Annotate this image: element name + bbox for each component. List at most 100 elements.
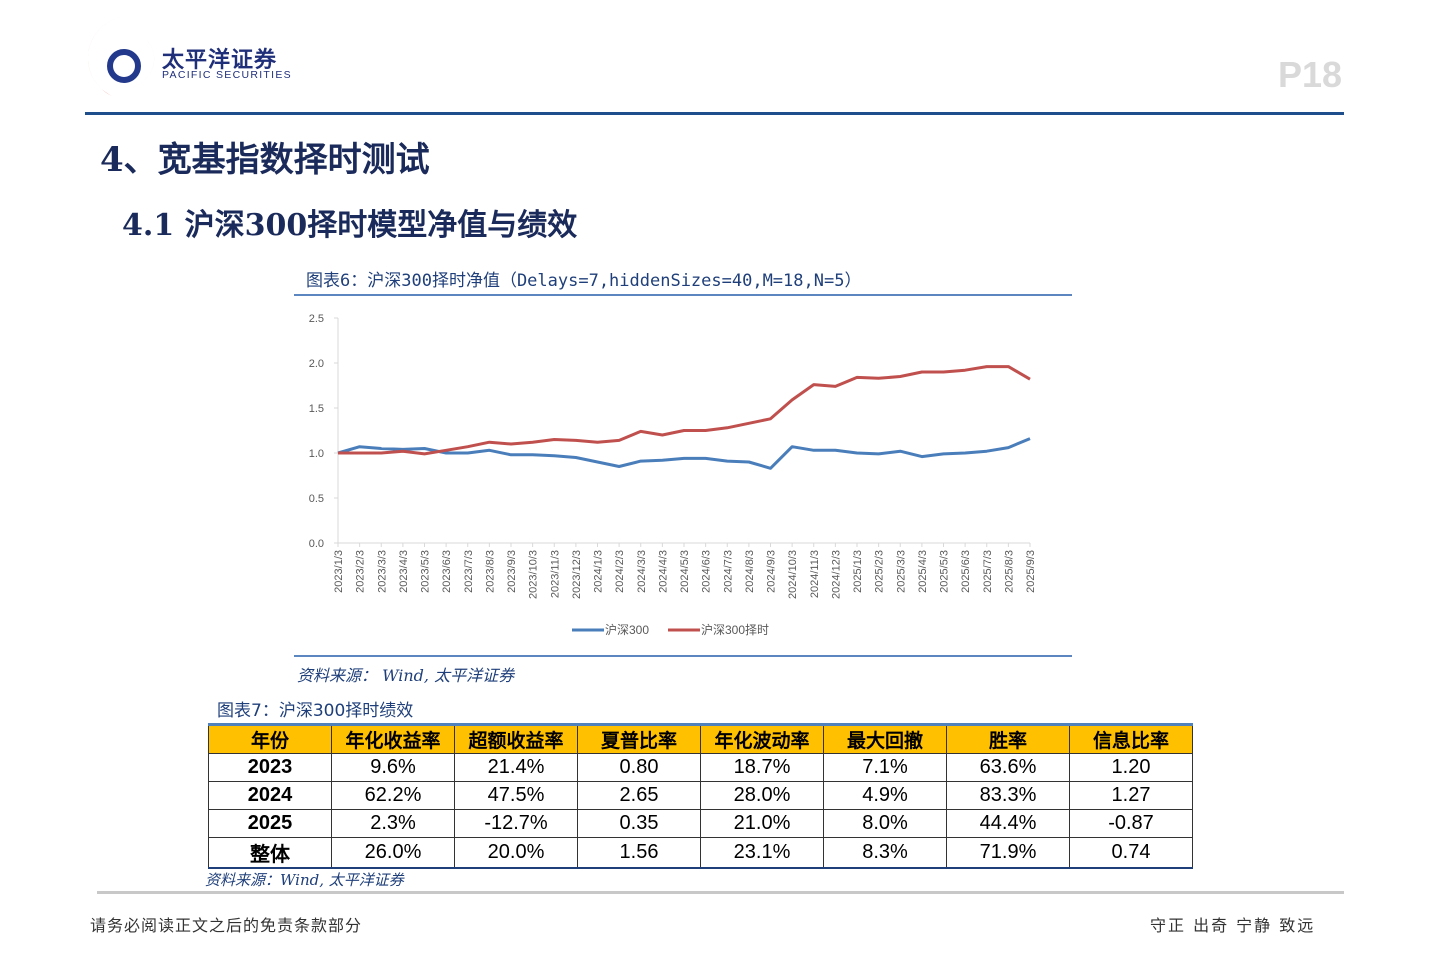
x-tick-label: 2023/6/3 — [441, 550, 453, 593]
figure6-bottom-rule — [294, 655, 1072, 657]
table-cell: 47.5% — [454, 781, 578, 810]
column-header: 最大回撤 — [823, 724, 947, 754]
legend-label: 沪深300择时 — [701, 623, 769, 637]
subsection-title: 4.1 沪深300择时模型净值与绩效 — [122, 208, 578, 243]
y-tick-label: 1.5 — [309, 403, 324, 415]
performance-table: 年份 年化收益率 超额收益率 夏普比率 年化波动率 最大回撤 胜率 信息比率 2023 9.6%… — [208, 723, 1193, 869]
figure7-title: 图表7：沪深300择时绩效 — [217, 701, 414, 721]
x-tick-label: 2023/1/3 — [333, 550, 345, 593]
column-header: 胜率 — [946, 724, 1070, 754]
x-tick-label: 2025/7/3 — [982, 550, 994, 593]
column-header: 年化波动率 — [700, 724, 824, 754]
company-motto: 守正 出奇 宁静 致远 — [1150, 916, 1316, 935]
table-header-row: 年份 年化收益率 超额收益率 夏普比率 年化波动率 最大回撤 胜率 信息比率 — [208, 724, 1193, 754]
page-number: P18 — [1278, 54, 1343, 95]
x-tick-label: 2023/8/3 — [484, 550, 496, 593]
x-tick-label: 2023/7/3 — [463, 550, 475, 593]
x-tick-label: 2023/11/3 — [549, 550, 561, 598]
disclaimer-text: 请务必阅读正文之后的免责条款部分 — [90, 916, 363, 935]
x-tick-label: 2024/7/3 — [722, 550, 734, 593]
column-header: 信息比率 — [1069, 724, 1193, 754]
table-cell: 44.4% — [946, 809, 1070, 838]
column-header: 年份 — [208, 724, 332, 754]
figure7-source: 资料来源：Wind, 太平洋证券 — [205, 871, 404, 889]
logo-text-en: PACIFIC SECURITIES — [162, 69, 292, 81]
table-cell: 21.0% — [700, 809, 824, 838]
x-tick-label: 2025/4/3 — [917, 550, 929, 593]
x-tick-label: 2025/9/3 — [1025, 550, 1037, 593]
x-tick-label: 2024/2/3 — [614, 550, 626, 593]
table-cell: -12.7% — [454, 809, 578, 838]
row-year: 2025 — [208, 809, 332, 838]
header-divider — [85, 112, 1344, 115]
x-tick-label: 2024/3/3 — [636, 550, 648, 593]
y-tick-label: 1.0 — [309, 448, 324, 460]
row-year: 2023 — [208, 753, 332, 782]
footer-divider — [97, 891, 1344, 894]
table-row: 2023 9.6% 21.4% 0.80 18.7% 7.1% 63.6% 1.20 — [208, 753, 1193, 782]
table-cell: 0.80 — [577, 753, 701, 782]
table-cell: 1.20 — [1069, 753, 1193, 782]
x-tick-label: 2024/1/3 — [593, 550, 605, 593]
table-cell: 83.3% — [946, 781, 1070, 810]
table-cell: 20.0% — [454, 837, 578, 869]
x-tick-label: 2023/12/3 — [571, 550, 583, 599]
table-cell: 71.9% — [946, 837, 1070, 869]
logo-text-cn: 太平洋证券 — [162, 48, 278, 73]
x-tick-label: 2025/6/3 — [960, 550, 972, 593]
series-line-1 — [338, 365, 1031, 456]
series-line-0 — [337, 437, 1031, 470]
x-tick-label: 2024/9/3 — [766, 550, 778, 593]
table-cell: 7.1% — [823, 753, 947, 782]
x-tick-label: 2023/9/3 — [506, 550, 518, 593]
table-cell: 9.6% — [331, 753, 455, 782]
table-cell: 0.74 — [1069, 837, 1193, 869]
table-cell: -0.87 — [1069, 809, 1193, 838]
x-tick-label: 2025/3/3 — [895, 550, 907, 593]
x-tick-label: 2024/6/3 — [701, 550, 713, 593]
y-tick-label: 2.5 — [309, 313, 324, 325]
x-tick-label: 2024/8/3 — [744, 550, 756, 593]
table-cell: 23.1% — [700, 837, 824, 869]
row-year: 2024 — [208, 781, 332, 810]
table-row: 2025 2.3% -12.7% 0.35 21.0% 8.0% 44.4% -0.87 — [208, 809, 1193, 838]
y-tick-label: 0.0 — [309, 538, 324, 550]
x-tick-label: 2025/5/3 — [939, 550, 951, 593]
table-row: 2024 62.2% 47.5% 2.65 28.0% 4.9% 83.3% 1.27 — [208, 781, 1193, 810]
table-cell: 1.27 — [1069, 781, 1193, 810]
logo-icon — [88, 15, 155, 100]
table-cell: 0.35 — [577, 809, 701, 838]
y-tick-label: 0.5 — [309, 493, 324, 505]
table-cell: 4.9% — [823, 781, 947, 810]
table-cell: 21.4% — [454, 753, 578, 782]
figure6-title: 图表6：沪深300择时净值（Delays=7,hiddenSizes=40,M=… — [306, 271, 862, 291]
table-cell: 2.65 — [577, 781, 701, 810]
figure6-top-rule — [294, 294, 1072, 296]
x-tick-label: 2024/10/3 — [787, 550, 799, 599]
table-cell: 8.3% — [823, 837, 947, 869]
column-header: 年化收益率 — [331, 724, 455, 754]
x-tick-label: 2025/1/3 — [852, 550, 864, 593]
table-cell: 26.0% — [331, 837, 455, 869]
row-year: 整体 — [208, 837, 332, 869]
table-cell: 2.3% — [331, 809, 455, 838]
legend-label: 沪深300 — [605, 623, 649, 637]
x-tick-label: 2023/4/3 — [398, 550, 410, 593]
figure6-source: 资料来源： Wind, 太平洋证券 — [297, 666, 515, 685]
x-tick-label: 2023/5/3 — [420, 550, 432, 593]
table-cell: 63.6% — [946, 753, 1070, 782]
x-tick-label: 2024/11/3 — [809, 550, 821, 598]
table-cell: 28.0% — [700, 781, 824, 810]
x-tick-label: 2023/3/3 — [376, 550, 388, 593]
column-header: 夏普比率 — [577, 724, 701, 754]
table-cell: 1.56 — [577, 837, 701, 869]
table-row: 整体 26.0% 20.0% 1.56 23.1% 8.3% 71.9% 0.74 — [208, 837, 1193, 869]
x-tick-label: 2024/12/3 — [830, 550, 842, 599]
table-cell: 18.7% — [700, 753, 824, 782]
x-tick-label: 2025/2/3 — [874, 550, 886, 593]
table-cell: 62.2% — [331, 781, 455, 810]
x-tick-label: 2024/4/3 — [657, 550, 669, 593]
section-title: 4、宽基指数择时测试 — [100, 140, 430, 180]
x-tick-label: 2025/8/3 — [1003, 550, 1015, 593]
y-tick-label: 2.0 — [309, 358, 324, 370]
